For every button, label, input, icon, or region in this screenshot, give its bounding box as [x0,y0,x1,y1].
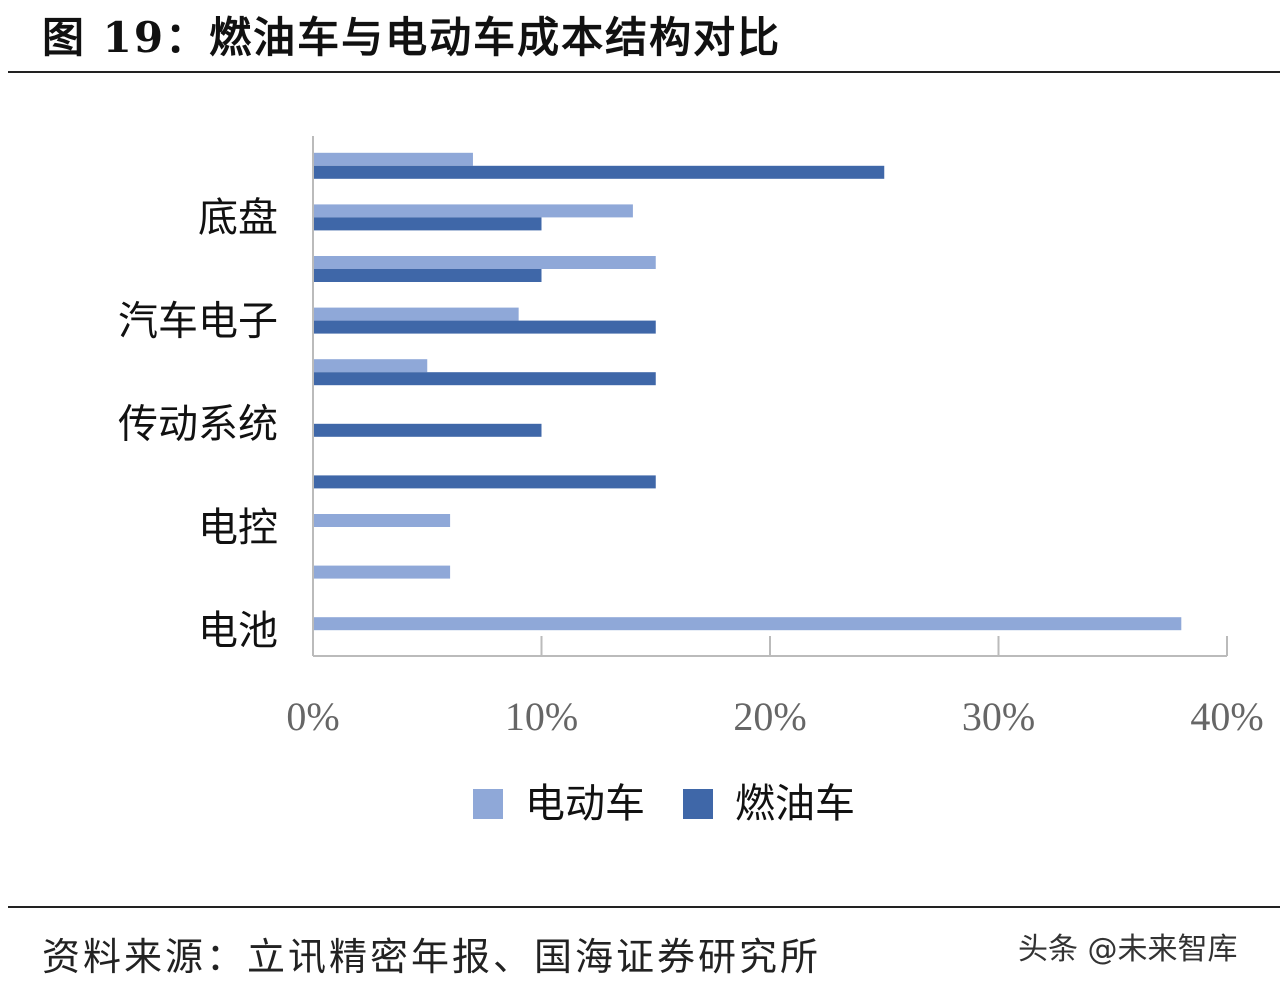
bar-电动车-电控 [313,514,451,527]
x-tick-label-40%: 40% [1190,694,1263,739]
category-label-汽车电子: 汽车电子 [118,298,278,344]
bar-电动车-底盘 [313,204,633,218]
category-label-传动系统: 传动系统 [118,402,278,448]
top-rule [8,71,1280,73]
bar-燃油车-内饰 [313,372,656,386]
bar-燃油车-车身 [313,269,542,282]
legend-label-燃油车: 燃油车 [735,781,855,827]
bar-电动车-内饰 [313,359,428,373]
bar-电动车-其他 [313,152,473,166]
bar-燃油车-汽车电子 [313,320,656,334]
bar-电动车-车身 [313,256,656,269]
watermark: 头条 @未来智库 [1018,932,1238,967]
bottom-rule [8,906,1280,908]
legend-group: 电动车 燃油车 [473,781,855,827]
bars-group [313,152,1182,631]
bar-电动车-汽车电子 [313,307,519,321]
x-tick-label-10%: 10% [505,694,578,739]
category-label-电池: 电池 [198,608,278,654]
figure-title: 图 19：燃油车与电动车成本结构对比 [42,13,782,62]
bar-电动车-电池 [313,617,1182,631]
bar-电动车-电机 [313,565,451,579]
category-label-电控: 电控 [198,505,278,551]
category-label-底盘: 底盘 [198,195,278,241]
legend-swatch-燃油车 [683,789,713,819]
bar-chart: 0% 10% 20% 30% 40% 电池 电控 传动系统 汽车电子 底盘 电动车 燃油车 [118,136,1264,827]
bar-燃油车-其他 [313,165,885,179]
bar-燃油车-热管理 [313,475,656,489]
bar-燃油车-传动系统 [313,423,542,437]
x-tick-label-20%: 20% [733,694,806,739]
x-tick-label-30%: 30% [962,694,1035,739]
legend-swatch-电动车 [473,789,503,819]
x-tick-label-0%: 0% [286,694,339,739]
source-note: 资料来源：立讯精密年报、国海证券研究所 [42,935,822,979]
axes-group [312,136,1228,657]
bar-燃油车-底盘 [313,217,542,231]
legend-label-电动车: 电动车 [525,781,645,827]
labels-group: 0% 10% 20% 30% 40% 电池 电控 传动系统 汽车电子 底盘 [118,195,1264,739]
